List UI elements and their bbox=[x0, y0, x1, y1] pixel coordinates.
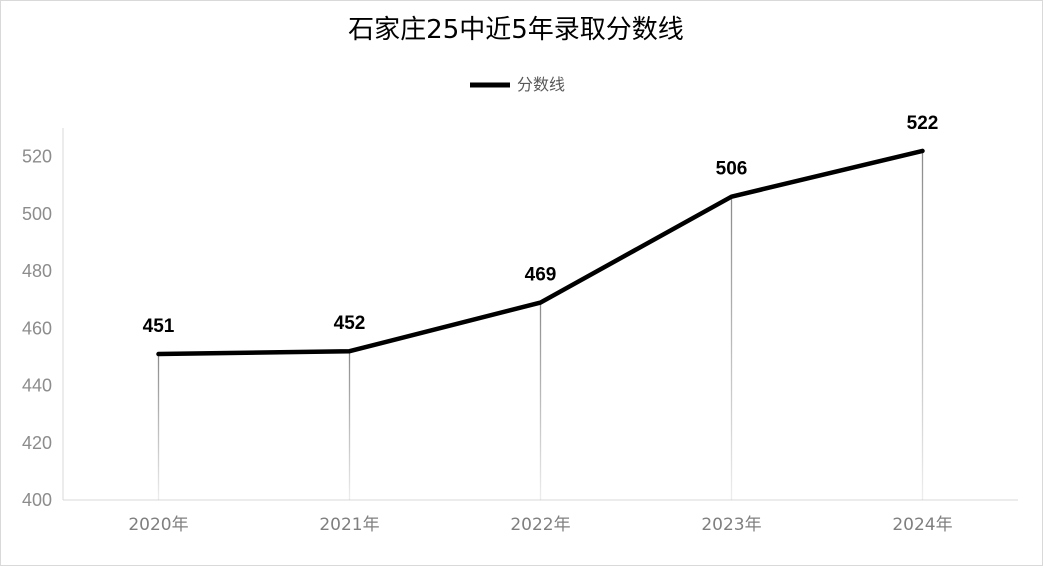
drop-lines bbox=[157, 150, 924, 501]
y-tick-label: 440 bbox=[22, 376, 52, 396]
data-point bbox=[921, 149, 924, 153]
x-tick-label: 2020年 bbox=[128, 515, 188, 535]
x-axis-ticks: 2020年 2021年 2022年 2023年 2024年 bbox=[128, 515, 952, 535]
x-tick-label: 2023年 bbox=[701, 515, 761, 535]
data-label: 452 bbox=[334, 313, 366, 334]
y-tick-label: 420 bbox=[22, 433, 52, 453]
series-line-group bbox=[156, 148, 925, 357]
data-labels: 451 452 469 506 522 bbox=[143, 113, 939, 337]
data-label: 522 bbox=[907, 113, 939, 134]
y-tick-label: 500 bbox=[22, 204, 52, 224]
data-point bbox=[539, 301, 542, 305]
y-tick-label: 480 bbox=[22, 261, 52, 281]
legend: 分数线 bbox=[470, 75, 565, 94]
data-point bbox=[348, 349, 351, 353]
data-point bbox=[157, 352, 160, 356]
data-label: 506 bbox=[716, 159, 748, 180]
y-axis-ticks: 400 420 440 460 480 500 520 bbox=[22, 147, 52, 510]
chart-title: 石家庄25中近5年录取分数线 bbox=[348, 15, 684, 45]
x-tick-label: 2024年 bbox=[892, 515, 952, 535]
y-tick-label: 520 bbox=[22, 147, 52, 167]
x-tick-label: 2021年 bbox=[319, 515, 379, 535]
data-label: 469 bbox=[525, 265, 557, 286]
data-label: 451 bbox=[143, 316, 175, 337]
y-tick-label: 400 bbox=[22, 490, 52, 510]
data-point bbox=[730, 195, 733, 199]
y-tick-label: 460 bbox=[22, 318, 52, 338]
legend-label: 分数线 bbox=[517, 75, 565, 94]
x-tick-label: 2022年 bbox=[510, 515, 570, 535]
